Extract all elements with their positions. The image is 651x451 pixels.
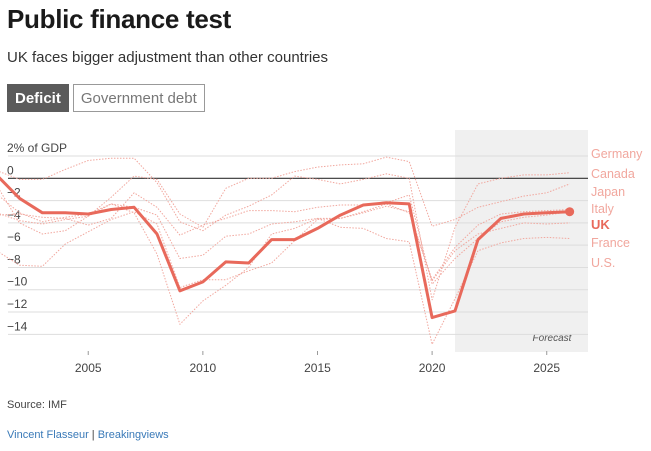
- y-tick-label: −12: [7, 297, 28, 311]
- series-line-japan: [0, 205, 570, 288]
- outlet-link[interactable]: Breakingviews: [97, 429, 169, 441]
- author-link[interactable]: Vincent Flasseur: [7, 429, 89, 441]
- series-line-uk: [0, 176, 572, 320]
- legend-label-france: France: [591, 236, 630, 250]
- y-tick-label: −10: [7, 275, 28, 289]
- y-tick-label: −14: [7, 319, 28, 333]
- x-tick-label: 2010: [190, 361, 217, 375]
- forecast-label: Forecast: [533, 333, 573, 344]
- chart-subtitle: UK faces bigger adjustment than other co…: [7, 49, 329, 66]
- x-tick-label: 2020: [419, 361, 446, 375]
- credits: Vincent Flasseur | Breakingviews: [7, 429, 169, 441]
- legend-label-italy: Italy: [591, 202, 615, 216]
- legend-label-japan: Japan: [591, 185, 625, 199]
- legend-label-germany: Germany: [591, 147, 643, 161]
- y-tick-label: −8: [7, 252, 21, 266]
- series-line-germany: [0, 156, 570, 228]
- credits-separator: |: [91, 429, 95, 441]
- source-note: Source: IMF: [7, 399, 67, 411]
- tab-government-debt[interactable]: Government debt: [72, 84, 205, 112]
- legend-label-us: U.S.: [591, 256, 615, 270]
- series-line-italy: [0, 192, 570, 285]
- chart-title: Public finance test: [7, 4, 232, 34]
- y-tick-label: −6: [7, 230, 21, 244]
- x-tick-label: 2025: [533, 361, 560, 375]
- legend-label-uk: UK: [591, 217, 610, 232]
- metric-tabs: Deficit Government debt: [7, 84, 205, 112]
- y-tick-label: 0: [7, 163, 14, 177]
- x-tick-label: 2015: [304, 361, 331, 375]
- y-tick-label: 2% of GDP: [7, 141, 67, 155]
- legend-label-canada: Canada: [591, 167, 635, 181]
- tab-deficit[interactable]: Deficit: [7, 84, 69, 112]
- x-tick-label: 2005: [75, 361, 102, 375]
- series-line-canada: [0, 157, 570, 301]
- uk-endpoint-marker: [565, 207, 575, 217]
